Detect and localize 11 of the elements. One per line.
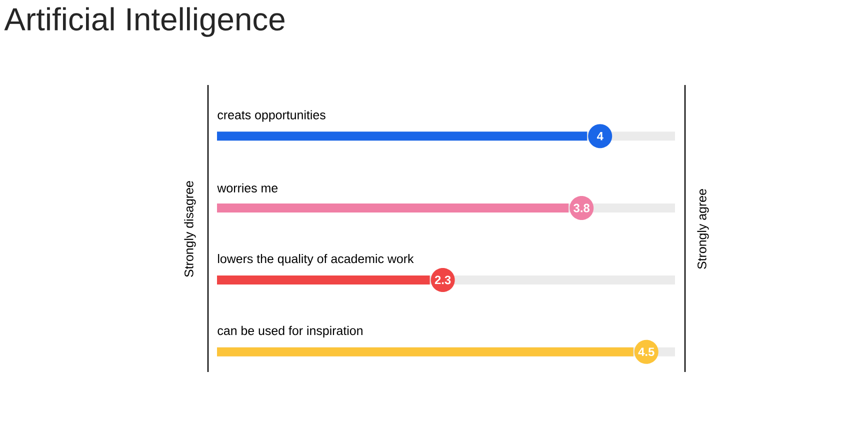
data-label: 4 [596, 132, 604, 140]
data-label: 2.3 [434, 276, 451, 284]
text: Strongly agree [697, 189, 709, 269]
data-label: 3.8 [574, 204, 590, 212]
data-label: 4.5 [638, 348, 654, 356]
y-tick-label: creats opportunities [218, 110, 326, 122]
y-tick-label: lowers the quality of academic work [218, 254, 414, 266]
chart-title: Artificial Intelligence [4, 7, 284, 37]
y-tick-label: worries me [217, 183, 278, 192]
text: Strongly disagree [184, 181, 196, 277]
y-tick-label: can be used for inspiration [218, 326, 362, 338]
